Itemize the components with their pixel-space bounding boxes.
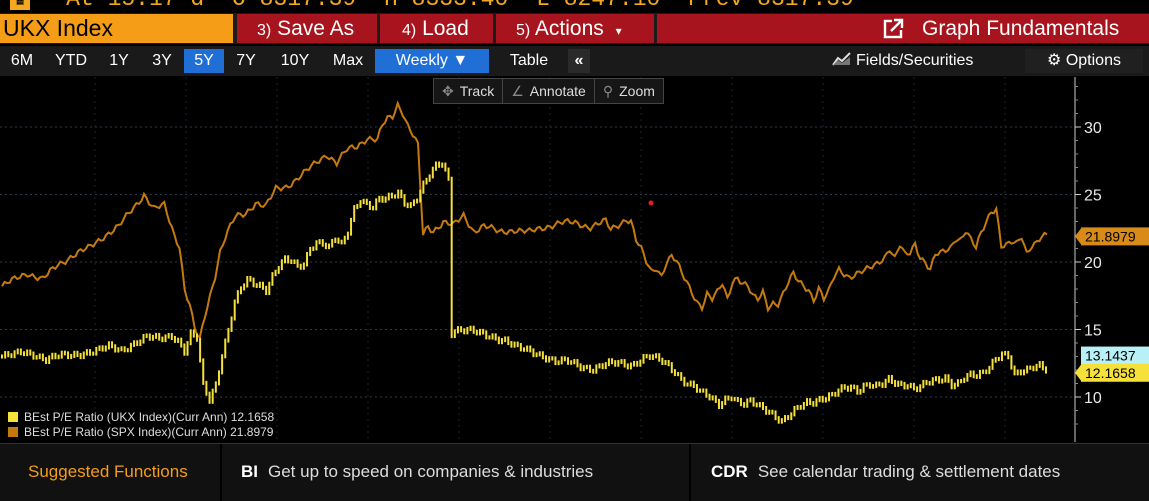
chart-area[interactable]: 10 15 20 25 30 21.8979 13.1437 12.1658 ✥ Track ∠… (0, 77, 1149, 442)
spx-last-tag-arrow (1075, 228, 1081, 245)
magnifier-icon: ⚲ (602, 83, 614, 99)
crosshair-icon: ✥ (442, 83, 454, 99)
ticker-time: At 15:17 d (66, 0, 204, 12)
range-10y[interactable]: 10Y (280, 52, 310, 69)
y-tick-label: 10 (1084, 390, 1102, 407)
zoom-tool[interactable]: ⚲ Zoom (602, 83, 655, 99)
ticker-high: H 8333.40 (384, 0, 508, 12)
range-ytd[interactable]: YTD (55, 52, 87, 69)
chart-toolbar: 6M YTD 1Y 3Y 5Y 7Y 10Y Max Weekly ▼ Tabl… (0, 46, 1149, 76)
chart-tools: ✥ Track ∠ Annotate ⚲ Zoom (433, 78, 664, 104)
divider (689, 444, 691, 501)
chevron-down-icon: ▾ (615, 24, 622, 38)
ticker-prev: Prev 8317.39 (688, 0, 854, 12)
graph-fundamentals-label: Graph Fundamentals (922, 17, 1120, 40)
load-button[interactable]: 4) Load (380, 14, 493, 43)
frequency-dropdown[interactable]: Weekly ▼ (375, 49, 489, 73)
marker-dot (648, 200, 654, 206)
crown-icon: ♛ (10, 0, 31, 10)
ticker-open: O 8317.39 (232, 0, 356, 12)
legend-swatch-spx (8, 427, 18, 437)
ukx-last-tag: 12.1658 (1075, 363, 1149, 382)
gridlines (0, 77, 1073, 442)
collapse-button[interactable]: « (568, 49, 590, 73)
divider (220, 444, 222, 501)
range-3y[interactable]: 3Y (152, 52, 172, 69)
spx-last-tag-bg (1081, 227, 1149, 246)
y-tick-label: 15 (1084, 323, 1102, 340)
table-button[interactable]: Table (509, 52, 549, 69)
range-max[interactable]: Max (332, 52, 364, 69)
bi-suggestion[interactable]: BI Get up to speed on companies & industr… (241, 462, 594, 481)
ukx-last-tag-arrow (1075, 364, 1081, 381)
suggested-functions-label[interactable]: Suggested Functions (28, 462, 188, 481)
actions-button[interactable]: 5) Actions ▾ (496, 14, 654, 43)
chart-legend: BEst P/E Ratio (UKX Index)(Curr Ann) 12.… (8, 410, 274, 440)
range-6m[interactable]: 6M (10, 52, 34, 69)
ukx-last-tag-bg (1081, 363, 1149, 382)
annotate-tool[interactable]: ∠ Annotate (503, 79, 595, 103)
ukx-pe-bars (1, 161, 1047, 424)
extra-value-tag: 13.1437 (1081, 346, 1149, 365)
range-5y[interactable]: 5Y (184, 49, 224, 73)
save-as-button[interactable]: 3) Save As (237, 14, 377, 43)
extra-value-tag-bg (1081, 346, 1149, 365)
range-1y[interactable]: 1Y (109, 52, 129, 69)
fields-securities-button[interactable]: Fields/Securities (815, 49, 990, 73)
ukx-last-tag-text: 12.1658 (1085, 365, 1136, 381)
legend-item-spx[interactable]: BEst P/E Ratio (SPX Index)(Curr Ann) 21.… (8, 425, 274, 440)
function-bar: UKX Index 3) Save As 4) Load 5) Actions … (0, 13, 1149, 44)
spx-last-tag: 21.8979 (1075, 227, 1149, 246)
line-chart-icon (831, 50, 852, 66)
y-tick-label: 30 (1084, 120, 1102, 137)
spx-last-tag-text: 21.8979 (1085, 228, 1136, 244)
options-button[interactable]: ⚙ Options (1025, 49, 1143, 73)
track-tool[interactable]: ✥ Track (434, 79, 504, 103)
pencil-icon: ∠ (511, 83, 524, 99)
y-tick-label: 25 (1084, 188, 1102, 205)
y-axis: 10 15 20 25 30 (1074, 77, 1102, 442)
cdr-suggestion[interactable]: CDR See calendar trading & settlement dat… (711, 462, 1061, 481)
suggested-functions-bar: Suggested Functions BI Get up to speed on… (0, 443, 1149, 501)
security-input[interactable]: UKX Index (0, 14, 233, 43)
y-tick-label: 20 (1084, 255, 1102, 272)
gear-icon: ⚙ (1047, 52, 1062, 69)
legend-swatch-ukx (8, 412, 18, 422)
ticker-low: L 8247.10 (536, 0, 660, 12)
extra-value-tag-text: 13.1437 (1085, 348, 1136, 364)
range-7y[interactable]: 7Y (236, 52, 256, 69)
legend-item-ukx[interactable]: BEst P/E Ratio (UKX Index)(Curr Ann) 12.… (8, 410, 274, 425)
graph-fundamentals-button[interactable]: Graph Fundamentals (657, 14, 1149, 43)
ticker-strip: ♛ At 15:17 d O 8317.39 H 8333.40 L 8247.… (0, 0, 1149, 13)
spx-pe-line (1, 100, 1048, 340)
external-link-icon (883, 18, 904, 39)
